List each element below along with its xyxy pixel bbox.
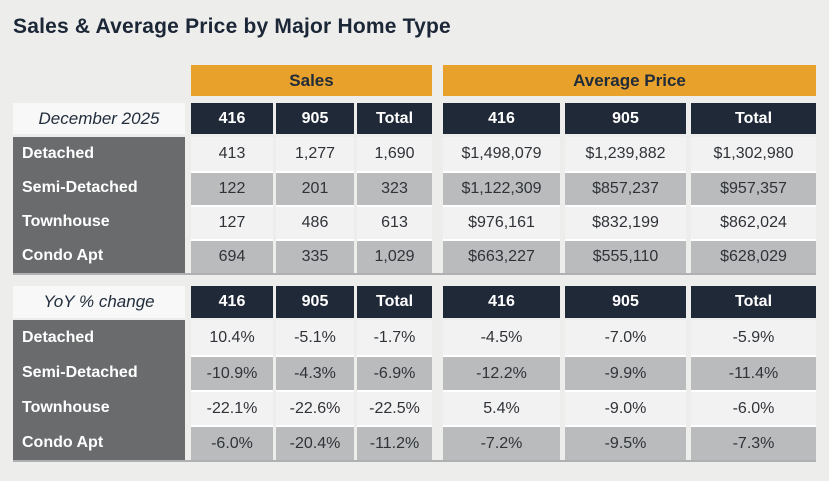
data-cell: -5.9% (691, 320, 816, 355)
table-body: Detached 413 1,277 1,690 $1,498,079 $1,2… (13, 137, 816, 273)
row-label: Semi-Detached (13, 355, 185, 390)
group-header-spacer (13, 65, 191, 96)
data-cell: 127 (191, 205, 273, 239)
row-label: Semi-Detached (13, 171, 185, 205)
data-cell: $555,110 (565, 239, 686, 273)
table-row-condo-apt: Condo Apt -6.0% -20.4% -11.2% -7.2% -9.5… (13, 425, 816, 460)
data-cell: -7.3% (691, 425, 816, 460)
table-row-semi-detached: Semi-Detached -10.9% -4.3% -6.9% -12.2% … (13, 355, 816, 390)
data-cell: -6.9% (357, 355, 432, 390)
data-cell: -4.5% (443, 320, 560, 355)
data-cell: $857,237 (565, 171, 686, 205)
data-cell: -5.1% (276, 320, 354, 355)
data-cell: -1.7% (357, 320, 432, 355)
table-row-townhouse: Townhouse -22.1% -22.6% -22.5% 5.4% -9.0… (13, 390, 816, 425)
group-header-row: Sales Average Price (13, 65, 829, 96)
data-cell: $1,239,882 (565, 137, 686, 171)
data-cell: -22.6% (276, 390, 354, 425)
data-cell: $1,122,309 (443, 171, 560, 205)
data-cell: 1,690 (357, 137, 432, 171)
data-cell: 10.4% (191, 320, 273, 355)
data-cell: $663,227 (443, 239, 560, 273)
row-label: Detached (13, 320, 185, 355)
data-cell: 201 (276, 171, 354, 205)
data-cell: -11.4% (691, 355, 816, 390)
data-cell: $957,357 (691, 171, 816, 205)
data-cell: -7.2% (443, 425, 560, 460)
table-row-condo-apt: Condo Apt 694 335 1,029 $663,227 $555,11… (13, 239, 816, 273)
col-header-416-sales: 416 (191, 286, 273, 318)
col-header-905-sales: 905 (276, 103, 354, 134)
data-cell: -11.2% (357, 425, 432, 460)
row-label: Condo Apt (13, 425, 185, 460)
data-cell: -9.0% (565, 390, 686, 425)
column-header-row: December 2025 416 905 Total 416 905 Tota… (13, 103, 816, 134)
data-cell: -4.3% (276, 355, 354, 390)
col-header-416-sales: 416 (191, 103, 273, 134)
col-header-total-sales: Total (357, 286, 432, 318)
col-header-905-price: 905 (565, 286, 686, 318)
data-cell: $1,302,980 (691, 137, 816, 171)
col-header-905-sales: 905 (276, 286, 354, 318)
data-cell: 694 (191, 239, 273, 273)
data-cell: 613 (357, 205, 432, 239)
group-header-sales: Sales (191, 65, 432, 96)
data-cell: -12.2% (443, 355, 560, 390)
col-header-total-price: Total (691, 103, 816, 134)
col-header-total-price: Total (691, 286, 816, 318)
group-header-average-price: Average Price (443, 65, 816, 96)
data-cell: $862,024 (691, 205, 816, 239)
data-cell: $1,498,079 (443, 137, 560, 171)
data-cell: $832,199 (565, 205, 686, 239)
data-cell: -9.9% (565, 355, 686, 390)
row-label: Condo Apt (13, 239, 185, 273)
col-header-905-price: 905 (565, 103, 686, 134)
data-cell: 122 (191, 171, 273, 205)
table-row-semi-detached: Semi-Detached 122 201 323 $1,122,309 $85… (13, 171, 816, 205)
col-header-416-price: 416 (443, 286, 560, 318)
col-header-416-price: 416 (443, 103, 560, 134)
data-cell: $976,161 (443, 205, 560, 239)
corner-label-period: December 2025 (13, 103, 185, 134)
data-cell: -22.1% (191, 390, 273, 425)
table-december: December 2025 416 905 Total 416 905 Tota… (13, 103, 816, 275)
row-label: Townhouse (13, 390, 185, 425)
column-header-row: YoY % change 416 905 Total 416 905 Total (13, 286, 816, 318)
data-cell: 335 (276, 239, 354, 273)
table-yoy-change: YoY % change 416 905 Total 416 905 Total… (13, 286, 816, 462)
table-body: Detached 10.4% -5.1% -1.7% -4.5% -7.0% -… (13, 320, 816, 460)
table-row-detached: Detached 413 1,277 1,690 $1,498,079 $1,2… (13, 137, 816, 171)
table-row-townhouse: Townhouse 127 486 613 $976,161 $832,199 … (13, 205, 816, 239)
col-header-total-sales: Total (357, 103, 432, 134)
page-title: Sales & Average Price by Major Home Type (13, 15, 451, 38)
data-cell: 413 (191, 137, 273, 171)
table-row-detached: Detached 10.4% -5.1% -1.7% -4.5% -7.0% -… (13, 320, 816, 355)
data-cell: 1,277 (276, 137, 354, 171)
row-label: Townhouse (13, 205, 185, 239)
data-cell: 1,029 (357, 239, 432, 273)
data-cell: 5.4% (443, 390, 560, 425)
data-cell: -22.5% (357, 390, 432, 425)
data-cell: 486 (276, 205, 354, 239)
data-cell: -7.0% (565, 320, 686, 355)
data-cell: -10.9% (191, 355, 273, 390)
data-cell: -6.0% (191, 425, 273, 460)
data-cell: -6.0% (691, 390, 816, 425)
corner-label-yoy: YoY % change (13, 286, 185, 318)
row-label: Detached (13, 137, 185, 171)
data-cell: $628,029 (691, 239, 816, 273)
data-cell: 323 (357, 171, 432, 205)
data-cell: -20.4% (276, 425, 354, 460)
data-cell: -9.5% (565, 425, 686, 460)
